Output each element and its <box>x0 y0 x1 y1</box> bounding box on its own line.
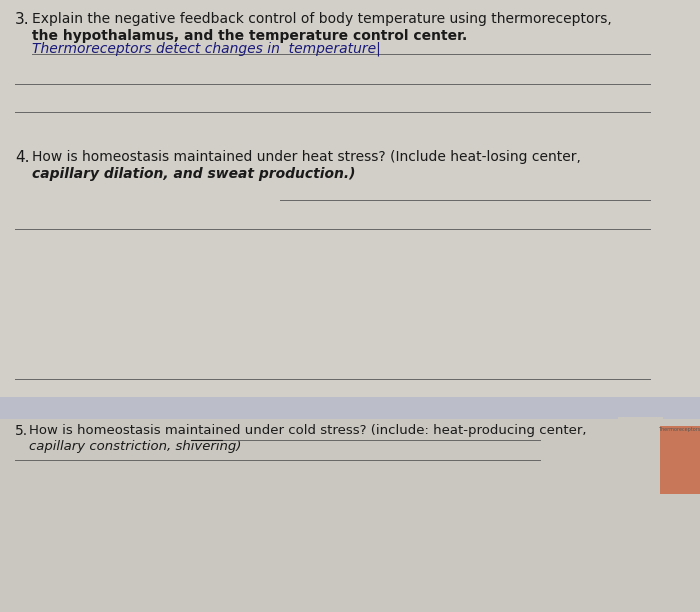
Text: How is homeostasis maintained under cold stress? (include: heat-producing center: How is homeostasis maintained under cold… <box>29 424 587 437</box>
Text: Thermoreceptors: Thermoreceptors <box>658 427 700 432</box>
Bar <box>650 132 700 212</box>
Bar <box>0 0 700 402</box>
Text: 4.: 4. <box>15 150 29 165</box>
Bar <box>618 417 663 492</box>
Text: Explain the negative feedback control of body temperature using thermoreceptors,: Explain the negative feedback control of… <box>32 12 612 26</box>
Text: 3.: 3. <box>15 12 29 27</box>
Text: capillary constriction, shivering): capillary constriction, shivering) <box>29 440 242 453</box>
Text: 5.: 5. <box>15 424 28 438</box>
Text: How is homeostasis maintained under heat stress? (Include heat-losing center,: How is homeostasis maintained under heat… <box>32 150 581 164</box>
Bar <box>660 426 700 494</box>
Text: capillary dilation, and sweat production.): capillary dilation, and sweat production… <box>32 167 356 181</box>
Bar <box>0 419 700 612</box>
Text: the hypothalamus, and the temperature control center.: the hypothalamus, and the temperature co… <box>32 29 468 43</box>
Text: Thermoreceptors detect changes in  temperature|: Thermoreceptors detect changes in temper… <box>32 42 381 56</box>
Bar <box>0 397 700 419</box>
Bar <box>650 7 700 72</box>
